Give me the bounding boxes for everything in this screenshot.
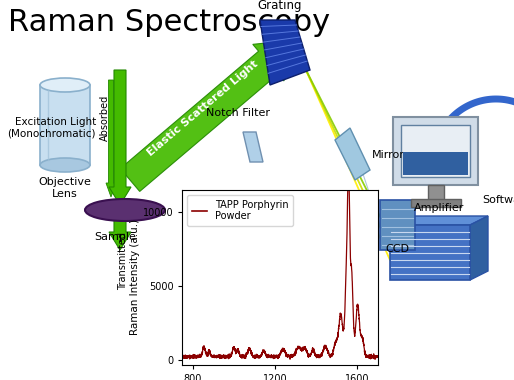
Text: Raman Spectroscopy: Raman Spectroscopy <box>8 8 330 37</box>
Legend: TAPP Porphyrin
Powder: TAPP Porphyrin Powder <box>187 195 293 226</box>
FancyBboxPatch shape <box>401 125 470 177</box>
Text: CCD: CCD <box>386 244 410 254</box>
FancyBboxPatch shape <box>380 200 415 250</box>
FancyBboxPatch shape <box>428 185 444 201</box>
FancyBboxPatch shape <box>390 225 470 280</box>
Text: Transmitted: Transmitted <box>118 232 128 290</box>
Text: Excitation Light
(Monochromatic): Excitation Light (Monochromatic) <box>8 117 96 138</box>
FancyArrow shape <box>109 215 131 250</box>
Text: Sample: Sample <box>94 232 136 242</box>
FancyBboxPatch shape <box>40 85 90 165</box>
Text: Objective
Lens: Objective Lens <box>39 177 91 200</box>
FancyArrow shape <box>109 70 131 205</box>
FancyBboxPatch shape <box>403 152 468 175</box>
FancyArrow shape <box>120 40 295 192</box>
Text: Grating: Grating <box>258 0 302 12</box>
Ellipse shape <box>40 78 90 92</box>
Polygon shape <box>470 216 488 280</box>
Polygon shape <box>335 128 370 180</box>
Text: Inelastic
Scattered Light: Inelastic Scattered Light <box>207 196 287 218</box>
Polygon shape <box>390 216 488 225</box>
Text: Elastic Scattered Light: Elastic Scattered Light <box>145 59 260 158</box>
FancyBboxPatch shape <box>393 117 478 185</box>
Text: Notch Filter: Notch Filter <box>206 108 270 118</box>
FancyBboxPatch shape <box>411 199 461 207</box>
Ellipse shape <box>85 199 165 221</box>
Polygon shape <box>243 132 263 162</box>
Text: Mirror: Mirror <box>372 150 405 160</box>
Polygon shape <box>260 20 310 85</box>
Text: Software: Software <box>482 195 514 205</box>
Y-axis label: Raman Intensity (a.u.): Raman Intensity (a.u.) <box>130 219 140 336</box>
Text: Amplifier: Amplifier <box>414 203 464 213</box>
Ellipse shape <box>40 158 90 172</box>
Text: Absorbed: Absorbed <box>100 94 110 141</box>
FancyArrow shape <box>106 80 116 197</box>
